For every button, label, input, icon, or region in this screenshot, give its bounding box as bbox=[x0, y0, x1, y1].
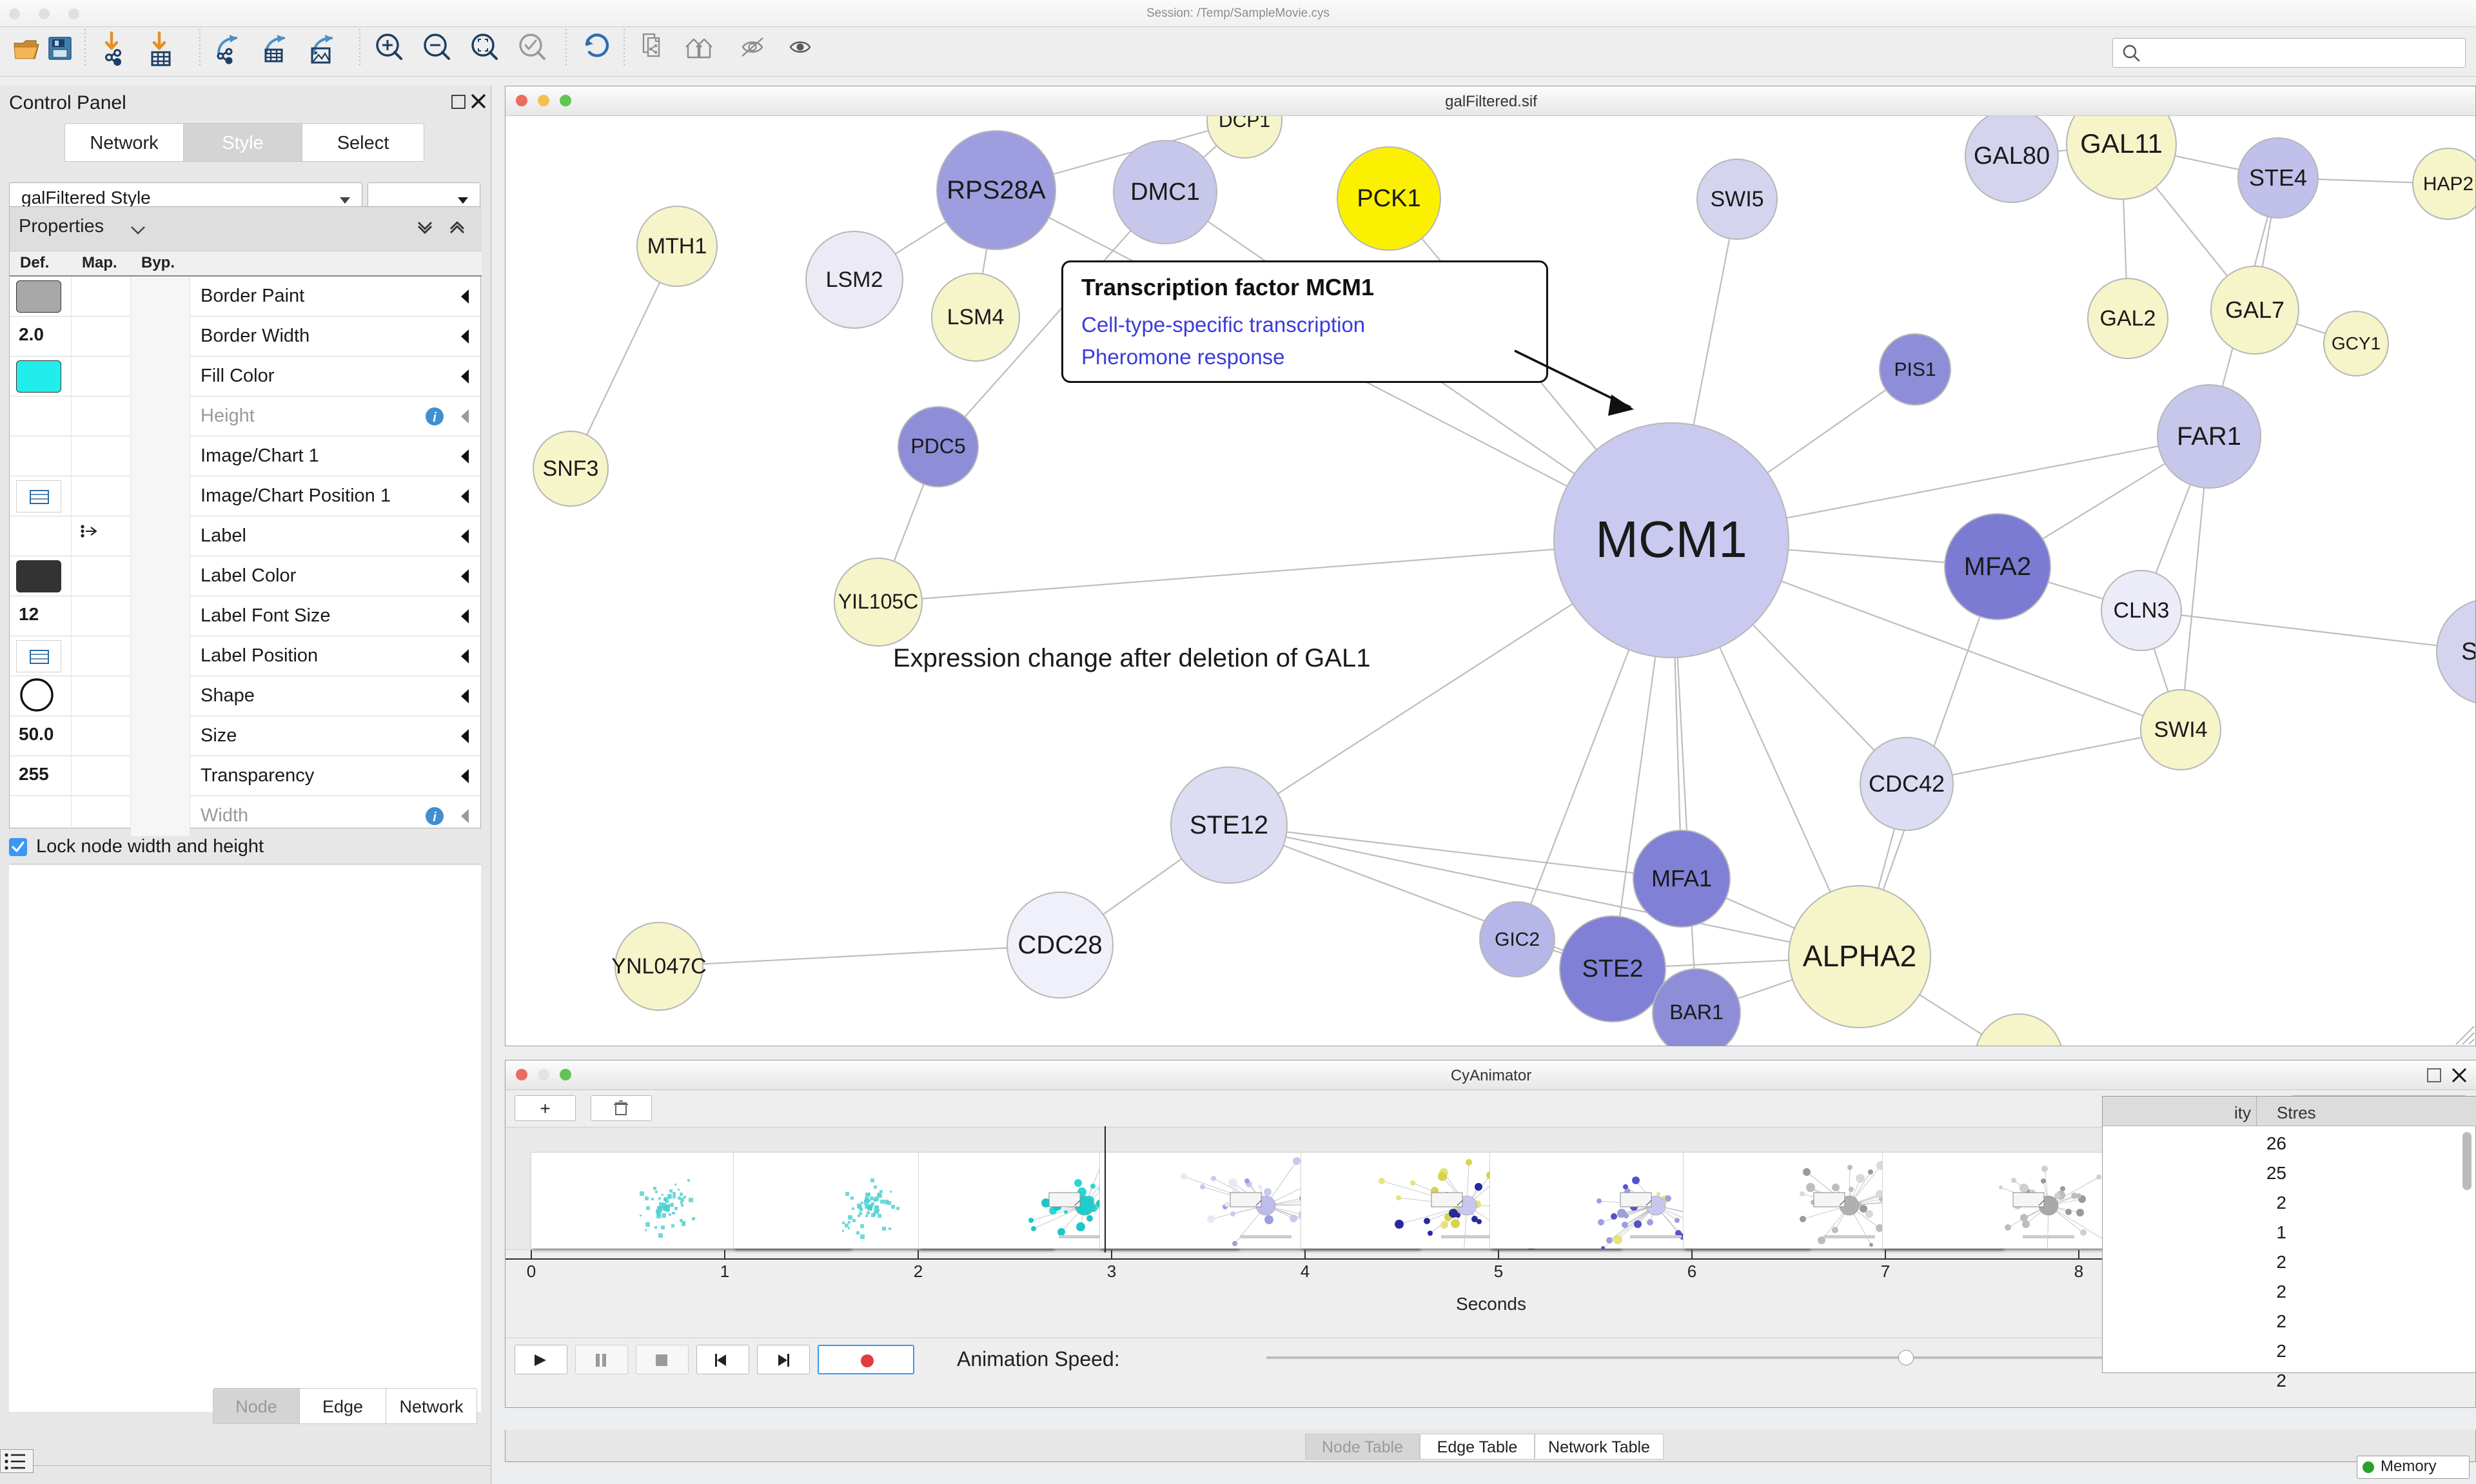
svg-text:DCP1: DCP1 bbox=[1219, 116, 1270, 132]
svg-text:CDC42: CDC42 bbox=[1869, 770, 1945, 797]
svg-text:2: 2 bbox=[914, 1262, 923, 1281]
svg-text:YIL105C: YIL105C bbox=[838, 590, 919, 613]
svg-text:GCY1: GCY1 bbox=[2332, 333, 2381, 353]
svg-text:DMC1: DMC1 bbox=[1130, 179, 1200, 206]
svg-text:BAR1: BAR1 bbox=[1669, 1001, 1724, 1024]
svg-text:CLN3: CLN3 bbox=[2114, 598, 2170, 623]
svg-text:MFA1: MFA1 bbox=[1651, 865, 1712, 892]
svg-text:SWI4: SWI4 bbox=[2154, 718, 2207, 742]
svg-text:GIC2: GIC2 bbox=[1495, 929, 1540, 950]
svg-text:1: 1 bbox=[720, 1262, 729, 1281]
svg-text:GAL2: GAL2 bbox=[2100, 306, 2156, 331]
svg-text:GAL11: GAL11 bbox=[2080, 128, 2163, 159]
svg-text:i: i bbox=[433, 810, 437, 825]
svg-text:LSM2: LSM2 bbox=[826, 268, 883, 292]
svg-text:PIS1: PIS1 bbox=[1894, 359, 1936, 380]
svg-text:GAL7: GAL7 bbox=[2225, 297, 2284, 323]
svg-text:MFA2: MFA2 bbox=[1964, 552, 2031, 581]
svg-text:GAL80: GAL80 bbox=[1974, 142, 2050, 170]
svg-text:SWI5: SWI5 bbox=[1710, 187, 1764, 211]
svg-text:SLT2: SLT2 bbox=[2461, 638, 2476, 665]
svg-text:LSM4: LSM4 bbox=[947, 305, 1005, 329]
svg-text:i: i bbox=[433, 411, 437, 425]
svg-text:MCM1: MCM1 bbox=[1595, 511, 1747, 568]
svg-text:0: 0 bbox=[527, 1262, 536, 1281]
svg-text:MTH1: MTH1 bbox=[647, 234, 707, 259]
svg-text:CDC28: CDC28 bbox=[1017, 931, 1102, 959]
svg-text:7: 7 bbox=[1881, 1262, 1890, 1281]
svg-text:SNF3: SNF3 bbox=[543, 456, 599, 481]
svg-text:3: 3 bbox=[1107, 1262, 1116, 1281]
svg-text:5: 5 bbox=[1494, 1262, 1503, 1281]
svg-text:PDC5: PDC5 bbox=[910, 434, 965, 458]
svg-text:STE2: STE2 bbox=[1582, 955, 1643, 982]
svg-text:YNL047C: YNL047C bbox=[611, 954, 706, 979]
svg-text:ALPHA2: ALPHA2 bbox=[1803, 939, 1916, 973]
svg-text:4: 4 bbox=[1301, 1262, 1310, 1281]
svg-text:8: 8 bbox=[2074, 1262, 2083, 1281]
svg-text:RPS28A: RPS28A bbox=[947, 176, 1046, 204]
svg-text:6: 6 bbox=[1687, 1262, 1696, 1281]
svg-text:PCK1: PCK1 bbox=[1357, 185, 1420, 212]
svg-text:HAP2: HAP2 bbox=[2423, 173, 2473, 195]
svg-text:STE4: STE4 bbox=[2249, 164, 2307, 191]
svg-text:STE12: STE12 bbox=[1190, 811, 1268, 839]
svg-text:FAR1: FAR1 bbox=[2177, 422, 2241, 451]
